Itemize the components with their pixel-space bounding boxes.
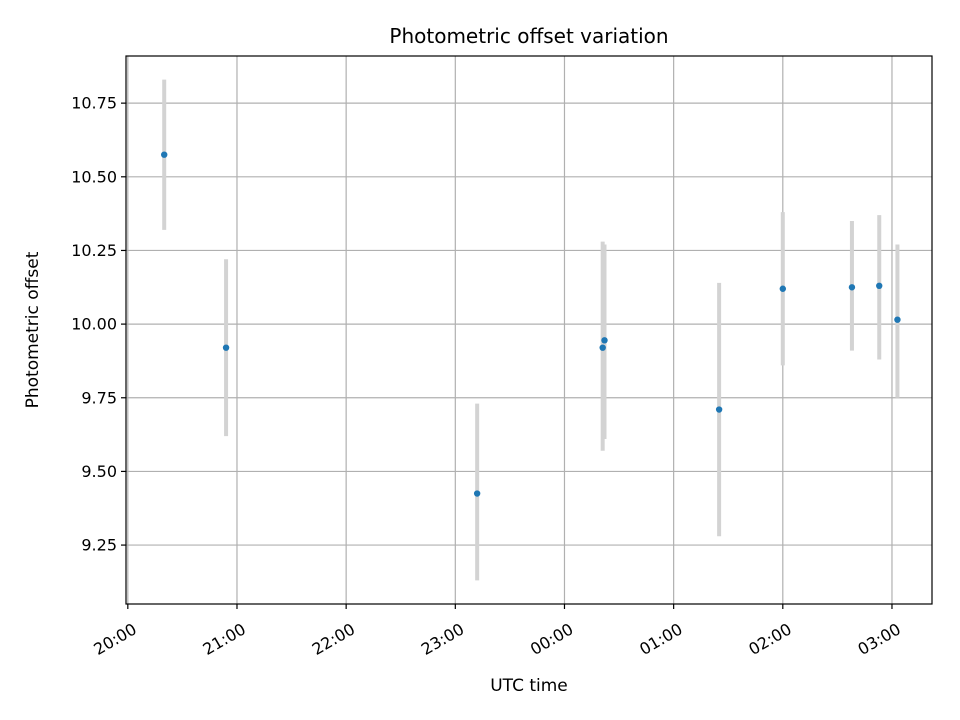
y-tick-label: 10.25 bbox=[71, 241, 117, 260]
x-tick-label: 22:00 bbox=[309, 619, 358, 659]
y-tick-label: 9.75 bbox=[81, 388, 117, 407]
data-point bbox=[715, 406, 723, 413]
y-tick-label: 10.00 bbox=[71, 315, 117, 334]
grid bbox=[126, 56, 932, 604]
x-tick-label: 01:00 bbox=[636, 619, 685, 659]
x-axis-label: UTC time bbox=[490, 676, 568, 696]
y-axis-label: Photometric offset bbox=[23, 251, 43, 408]
error-bars bbox=[162, 79, 900, 581]
data-point bbox=[894, 316, 901, 323]
data-point bbox=[222, 344, 230, 351]
x-axis-ticks: 20:00 21:00 22:00 23:00 00:00 01:00 02:00 03:00 bbox=[90, 604, 904, 659]
x-tick-label: 02:00 bbox=[745, 619, 794, 659]
data-point bbox=[876, 282, 883, 290]
data-point bbox=[779, 285, 787, 292]
x-tick-label: 20:00 bbox=[90, 619, 139, 659]
y-axis-ticks: 9.25 9.50 9.75 10.00 10.25 10.50 10.75 bbox=[71, 94, 126, 555]
x-tick-label: 00:00 bbox=[527, 619, 576, 659]
data-point bbox=[599, 344, 606, 351]
x-tick-label: 23:00 bbox=[418, 619, 467, 659]
y-tick-label: 9.50 bbox=[81, 462, 117, 481]
y-tick-label: 10.75 bbox=[71, 94, 117, 113]
data-point bbox=[473, 490, 481, 497]
data-point bbox=[161, 151, 168, 158]
y-tick-label: 10.50 bbox=[71, 167, 117, 186]
plot-area-frame bbox=[125, 55, 933, 605]
data-point bbox=[601, 337, 608, 344]
chart-title: Photometric offset variation bbox=[389, 24, 668, 48]
x-tick-label: 21:00 bbox=[200, 619, 249, 659]
y-tick-label: 9.25 bbox=[81, 536, 117, 555]
data-point bbox=[848, 284, 856, 291]
x-tick-label: 03:00 bbox=[855, 619, 904, 659]
data-points bbox=[161, 151, 901, 497]
